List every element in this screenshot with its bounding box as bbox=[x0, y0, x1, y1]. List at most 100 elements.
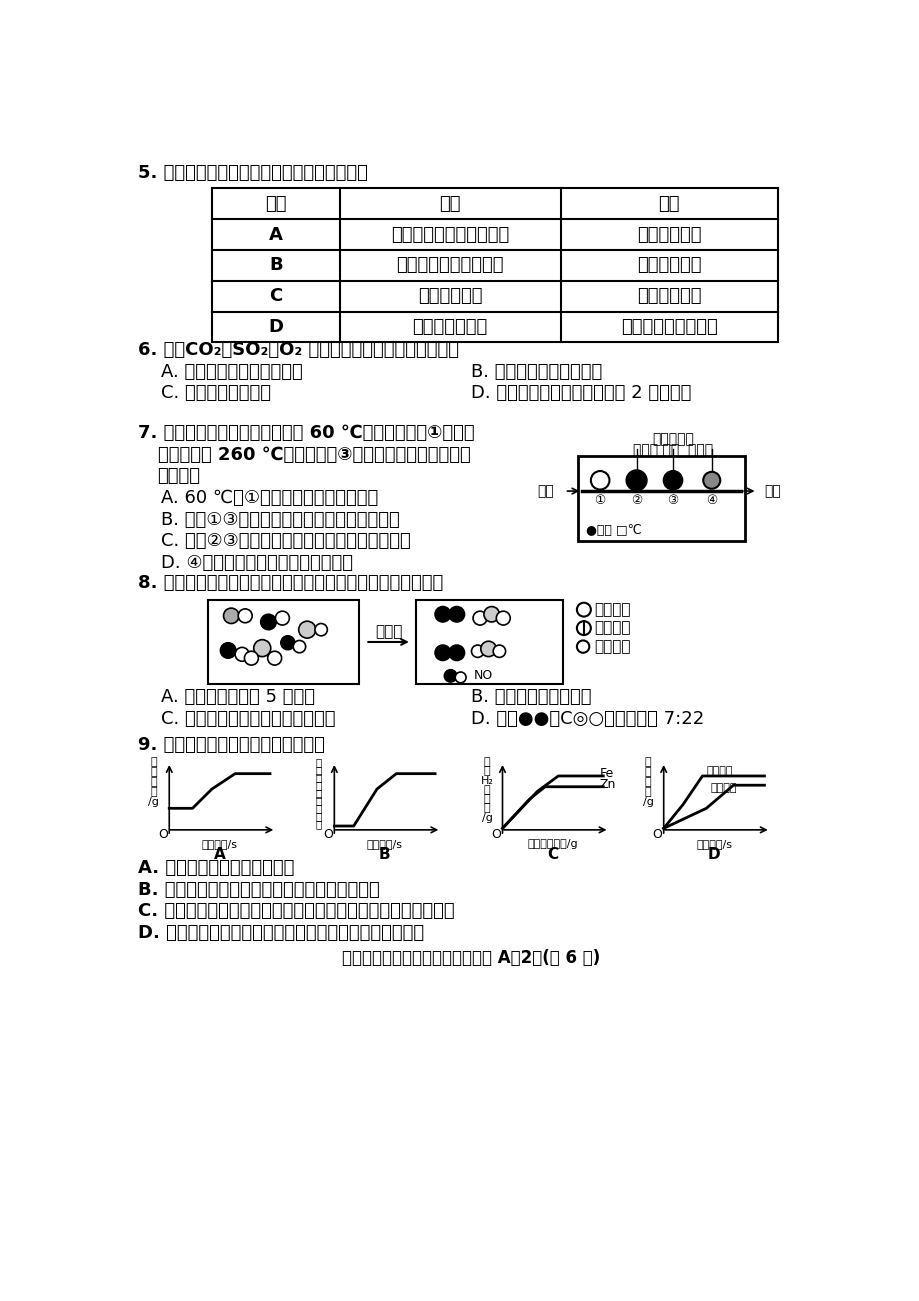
Text: 5. 下列物质的性质与用途对应关系不正确的是: 5. 下列物质的性质与用途对应关系不正确的是 bbox=[138, 164, 368, 182]
Circle shape bbox=[254, 640, 270, 657]
Circle shape bbox=[702, 472, 720, 489]
Circle shape bbox=[435, 645, 450, 661]
Text: 生: 生 bbox=[483, 757, 490, 768]
Circle shape bbox=[235, 648, 249, 661]
Circle shape bbox=[471, 645, 483, 657]
Text: 质: 质 bbox=[151, 777, 157, 787]
Text: 的红磷 红磷  无烟煤: 的红磷 红磷 无烟煤 bbox=[632, 444, 712, 457]
Text: 铜板: 铜板 bbox=[763, 484, 779, 498]
Circle shape bbox=[275, 611, 289, 624]
Text: 性质: 性质 bbox=[439, 195, 460, 213]
Circle shape bbox=[293, 640, 305, 653]
Circle shape bbox=[260, 614, 276, 630]
Text: 固: 固 bbox=[151, 757, 157, 768]
Text: 反应时间/s: 反应时间/s bbox=[367, 839, 403, 848]
Text: 体: 体 bbox=[315, 765, 322, 775]
Text: ③: ③ bbox=[666, 494, 678, 507]
Text: 量: 量 bbox=[483, 803, 490, 813]
Text: 氧: 氧 bbox=[315, 781, 322, 790]
Text: 的: 的 bbox=[315, 803, 322, 813]
Text: 素: 素 bbox=[315, 796, 322, 805]
Text: 干冰升华会吸收大量的热: 干冰升华会吸收大量的热 bbox=[391, 225, 509, 243]
Text: 用途: 用途 bbox=[658, 195, 679, 213]
Circle shape bbox=[576, 621, 590, 635]
Text: ④: ④ bbox=[706, 494, 717, 507]
Text: 用于人工降雨: 用于人工降雨 bbox=[636, 225, 700, 243]
Circle shape bbox=[244, 652, 258, 665]
Text: 用于制铅笔芯: 用于制铅笔芯 bbox=[636, 256, 700, 275]
Text: 体: 体 bbox=[644, 768, 651, 777]
Circle shape bbox=[495, 611, 510, 624]
Text: 反应时间/s: 反应时间/s bbox=[696, 839, 732, 848]
Text: /g: /g bbox=[481, 813, 492, 822]
Text: A. 三种物质中都含有氧元素: A. 三种物质中都含有氧元素 bbox=[162, 363, 303, 381]
Circle shape bbox=[448, 606, 464, 622]
Circle shape bbox=[435, 606, 450, 622]
Text: O: O bbox=[158, 827, 168, 840]
Text: C. 三种物质都是气体: C. 三种物质都是气体 bbox=[162, 384, 271, 402]
Text: 一氧原子: 一氧原子 bbox=[594, 639, 630, 654]
Text: 渭南初级中学九年级化学期末试题 A－2－(共 6 页): 渭南初级中学九年级化学期末试题 A－2－(共 6 页) bbox=[342, 948, 600, 967]
Text: 无催化剂: 无催化剂 bbox=[709, 783, 736, 794]
Text: 金刚石硬度大: 金刚石硬度大 bbox=[417, 288, 482, 306]
Text: C. 反应前后没有元素化合价的改变: C. 反应前后没有元素化合价的改变 bbox=[162, 710, 335, 729]
Text: 催化剂: 催化剂 bbox=[374, 623, 402, 639]
Text: 用于制作电路保险丝: 用于制作电路保险丝 bbox=[620, 317, 717, 336]
Text: 继续升温至 260 ℃的过程中，③也可以燃烧。下列分析不: 继续升温至 260 ℃的过程中，③也可以燃烧。下列分析不 bbox=[157, 446, 470, 464]
Text: 正确的是: 正确的是 bbox=[157, 467, 200, 485]
Text: 质: 质 bbox=[315, 811, 322, 821]
Text: ②: ② bbox=[630, 494, 641, 507]
Text: 一碳原子: 一碳原子 bbox=[594, 602, 630, 617]
Text: 中: 中 bbox=[315, 773, 322, 782]
Text: 量: 量 bbox=[644, 787, 651, 798]
Text: C. 向等质量的铁粉和锌粉中分别逐滴加入等浓度的稀硫酸至过量: C. 向等质量的铁粉和锌粉中分别逐滴加入等浓度的稀硫酸至过量 bbox=[138, 903, 454, 921]
Text: A: A bbox=[268, 225, 282, 243]
Text: C: C bbox=[547, 847, 558, 863]
Text: 6. 关于CO₂、SO₂、O₂ 三种物质，下列说法不正确的是: 6. 关于CO₂、SO₂、O₂ 三种物质，下列说法不正确的是 bbox=[138, 341, 459, 359]
Text: 9. 下列图像能正确反应对应关系的是: 9. 下列图像能正确反应对应关系的是 bbox=[138, 736, 324, 755]
Text: 白磷: 白磷 bbox=[537, 484, 553, 498]
Circle shape bbox=[280, 636, 294, 649]
Text: B: B bbox=[268, 256, 282, 275]
Bar bbox=[578, 457, 744, 541]
Text: H₂: H₂ bbox=[480, 775, 493, 786]
Text: B. 向一定量的过氧化氢溶液中加入少量二氧化锰: B. 向一定量的过氧化氢溶液中加入少量二氧化锰 bbox=[138, 881, 380, 899]
Text: 稀硫酸的质量/g: 稀硫酸的质量/g bbox=[527, 839, 577, 848]
Text: D: D bbox=[268, 317, 283, 336]
Circle shape bbox=[238, 609, 252, 623]
Bar bbox=[415, 600, 562, 683]
Text: B. 三种物质中都含氧分子: B. 三种物质中都含氧分子 bbox=[471, 363, 602, 381]
Text: Zn: Zn bbox=[598, 778, 615, 791]
Text: O: O bbox=[323, 827, 333, 840]
Text: 元: 元 bbox=[315, 788, 322, 798]
Text: A. 60 ℃时①燃烧，说明白磷是可燃物: A. 60 ℃时①燃烧，说明白磷是可燃物 bbox=[162, 489, 379, 507]
Circle shape bbox=[576, 602, 590, 617]
Circle shape bbox=[223, 608, 239, 623]
Circle shape bbox=[221, 643, 235, 658]
Circle shape bbox=[576, 640, 589, 653]
Text: D. 用等质量的氯酸钾在有无催化剂并加热的条件下制氧气: D. 用等质量的氯酸钾在有无催化剂并加热的条件下制氧气 bbox=[138, 924, 424, 942]
Circle shape bbox=[267, 652, 281, 665]
Text: C. 对比②③，可验证燃烧需要可燃物与氧气接触: C. 对比②③，可验证燃烧需要可燃物与氧气接触 bbox=[162, 532, 411, 550]
Text: A. 高温条件下木炭还原氧化铜: A. 高温条件下木炭还原氧化铜 bbox=[138, 860, 294, 877]
Text: D: D bbox=[707, 847, 720, 863]
Circle shape bbox=[472, 611, 486, 624]
Circle shape bbox=[314, 623, 327, 636]
Text: B. 对比①③，可说明红磷的着火点比白磷的高: B. 对比①③，可说明红磷的着火点比白磷的高 bbox=[162, 510, 400, 528]
Text: 质: 质 bbox=[483, 794, 490, 804]
Circle shape bbox=[590, 471, 608, 489]
Text: O: O bbox=[652, 827, 662, 840]
Text: 武德合金熔点低: 武德合金熔点低 bbox=[412, 317, 487, 336]
Text: 的: 的 bbox=[483, 785, 490, 795]
Text: 一氮原子: 一氮原子 bbox=[594, 621, 630, 636]
Text: 石墨具有优良的导电性: 石墨具有优良的导电性 bbox=[396, 256, 504, 275]
Text: B. 图中只有两种氧化物: B. 图中只有两种氧化物 bbox=[471, 688, 591, 706]
Text: 体: 体 bbox=[151, 768, 157, 777]
Circle shape bbox=[455, 673, 466, 683]
Text: 量: 量 bbox=[151, 787, 157, 798]
Text: A: A bbox=[213, 847, 225, 863]
Text: 加热时间/s: 加热时间/s bbox=[201, 839, 237, 848]
Text: 8. 如图为治理汽车尾气反应的微观示意图，下列说法正确的是: 8. 如图为治理汽车尾气反应的微观示意图，下列说法正确的是 bbox=[138, 575, 443, 592]
Text: 成: 成 bbox=[483, 766, 490, 777]
Text: 质: 质 bbox=[644, 777, 651, 787]
